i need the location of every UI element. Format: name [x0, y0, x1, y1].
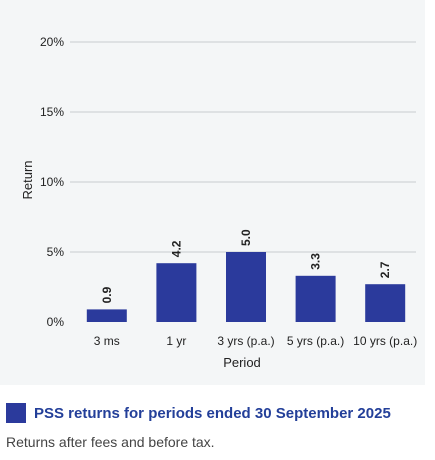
bars: 0.9 4.2 5.0 3.3 2.7 — [86, 229, 406, 322]
x-tick-label: 10 yrs (p.a.) — [353, 334, 417, 348]
bar — [226, 252, 266, 322]
data-label: 2.7 — [378, 261, 392, 278]
bar — [365, 284, 406, 322]
caption-title: PSS returns for periods ended 30 Septemb… — [34, 404, 391, 422]
y-tick-labels: 0% 5% 10% 15% 20% — [40, 35, 64, 329]
x-tick-label: 5 yrs (p.a.) — [287, 334, 344, 348]
x-axis-label: Period — [223, 355, 261, 370]
bar-chart: 0%5%10%15%20% 0.94.25.03.32.7 3 ms 1 yr 3 … — [20, 35, 417, 370]
grid-lines — [70, 41, 416, 253]
y-tick-label: 15% — [40, 105, 64, 119]
x-tick-labels: 3 ms 1 yr 3 yrs (p.a.) 5 yrs (p.a.) 10 yrs (… — [94, 334, 417, 348]
caption-note: Returns after fees and before tax. — [6, 434, 215, 450]
legend-swatch — [6, 403, 26, 423]
y-tick-label: 20% — [40, 35, 64, 49]
y-axis-label: Return — [20, 160, 35, 199]
data-label: 3.3 — [309, 253, 323, 270]
data-label: 0.9 — [100, 286, 114, 303]
x-tick-label: 3 ms — [94, 334, 120, 348]
y-tick-label: 0% — [47, 315, 65, 329]
bar — [86, 309, 127, 322]
caption-row: PSS returns for periods ended 30 Septemb… — [6, 402, 431, 424]
x-tick-label: 3 yrs (p.a.) — [217, 334, 274, 348]
chart-panel: 0% 5% 10% 15% 20% 0.9 4.2 5.0 3.3 2.7 3 ms 1 yr 3 … — [0, 0, 425, 385]
bar — [156, 263, 197, 322]
y-tick-label: 10% — [40, 175, 64, 189]
y-tick-label: 5% — [47, 245, 65, 259]
data-label: 4.2 — [169, 240, 183, 257]
data-label: 5.0 — [239, 229, 253, 246]
x-tick-label: 1 yr — [166, 334, 186, 348]
bar — [295, 275, 336, 322]
